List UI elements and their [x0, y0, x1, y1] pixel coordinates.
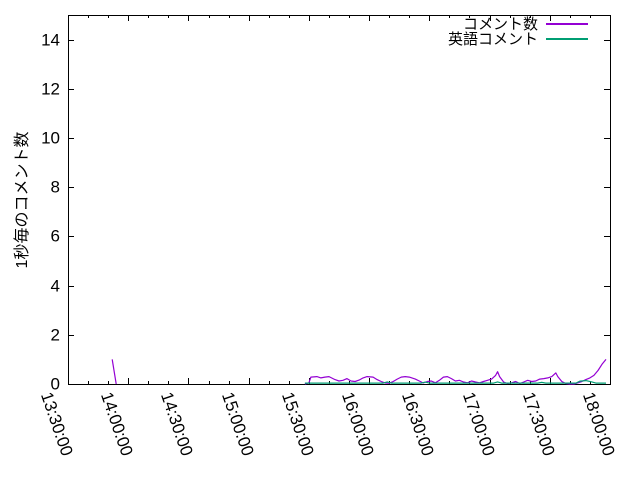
y-tick-label: 4 [50, 276, 60, 296]
y-tick-label: 0 [50, 374, 60, 394]
legend-label: コメント数 [462, 15, 538, 33]
y-tick-label: 2 [50, 325, 60, 345]
legend-line-sample [546, 38, 588, 40]
y-axis-title: 1秒毎のコメント数 [14, 131, 31, 269]
y-tick-label: 8 [50, 177, 60, 197]
plot-border-and-ticks [68, 15, 611, 385]
y-tick-label: 12 [41, 79, 60, 99]
y-tick-label: 10 [41, 128, 60, 148]
legend-label: 英語コメント [447, 30, 538, 48]
y-tick-label: 6 [50, 226, 60, 246]
series-英語コメント [304, 380, 606, 384]
legend-item: 英語コメント [447, 30, 588, 48]
legend: コメント数 英語コメント [447, 15, 588, 48]
legend-item: コメント数 [448, 15, 588, 33]
y-tick-label: 14 [41, 30, 60, 50]
legend-line-sample [546, 23, 588, 25]
series-コメント数 [111, 359, 607, 385]
